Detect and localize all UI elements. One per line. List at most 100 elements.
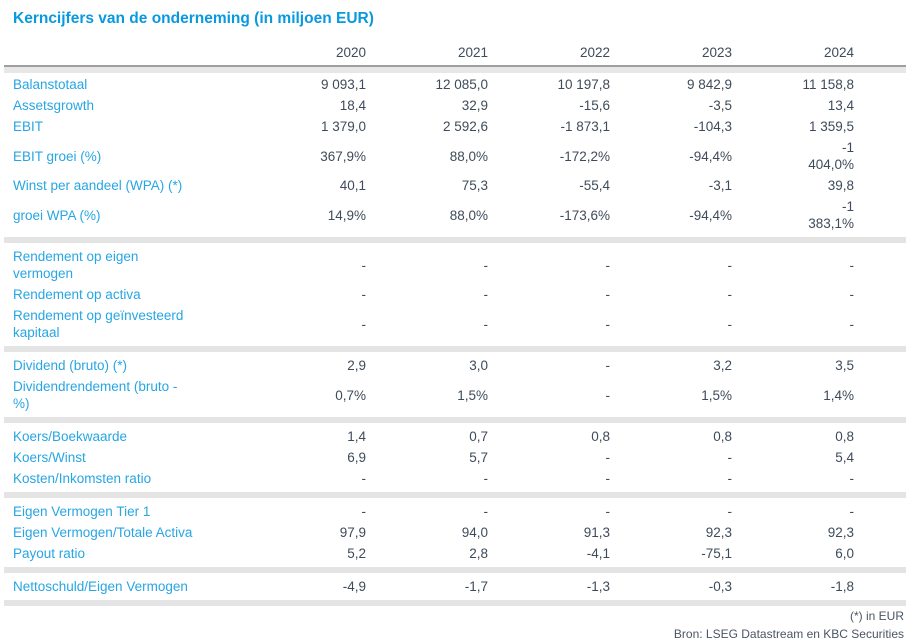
value-cell: - (483, 316, 489, 332)
value-cell: - (849, 316, 855, 332)
value-cell: -1,7 (464, 579, 488, 594)
page-title: Kerncijfers van de onderneming (in miljo… (13, 10, 374, 27)
value-cell: - (605, 287, 611, 302)
value-cell: - (849, 471, 855, 486)
value-cell: -3,5 (708, 98, 732, 113)
value-cell: 88,0% (449, 207, 488, 223)
value-cell: -94,4% (689, 207, 732, 223)
table-row: Balanstotaal 9 093,1 12 085,0 10 197,8 9… (4, 74, 906, 95)
value-cell: 91,3 (583, 525, 610, 540)
row-label: Winst per aandeel (WPA) (*) (13, 178, 183, 193)
value-cell: -3,1 (708, 178, 732, 193)
value-cell: - (605, 387, 611, 403)
value-cell: -1 383,1% (808, 199, 854, 231)
value-cell: - (483, 257, 489, 273)
table-row: Rendement op activa - - - - - (4, 284, 906, 305)
row-label: Koers/Boekwaarde (13, 429, 128, 444)
value-cell: 9 093,1 (320, 77, 366, 92)
value-cell: 18,4 (339, 98, 366, 113)
table-row: Dividend (bruto) (*) 2,9 3,0 - 3,2 3,5 (4, 355, 906, 376)
table-row: Rendement op eigen vermogen - - - - - (4, 246, 906, 284)
value-cell: - (849, 504, 855, 519)
value-cell: 6,0 (835, 546, 854, 561)
year-header: 2024 (823, 45, 854, 60)
value-cell: -75,1 (701, 546, 732, 561)
value-cell: 10 197,8 (557, 77, 610, 92)
section-divider (4, 237, 906, 243)
value-cell: 0,8 (591, 429, 610, 444)
row-label: Rendement op eigen vermogen (13, 249, 139, 281)
row-label: Kosten/Inkomsten ratio (13, 471, 152, 486)
value-cell: 2,8 (469, 546, 488, 561)
row-label: EBIT groei (%) (13, 148, 102, 164)
value-cell: 14,9% (327, 207, 366, 223)
section-divider (4, 346, 906, 352)
value-cell: 1,4% (823, 387, 854, 403)
value-cell: -0,3 (708, 579, 732, 594)
row-label: Rendement op geïnvesteerd kapitaal (13, 308, 184, 340)
table-row: Koers/Winst 6,9 5,7 - - 5,4 (4, 447, 906, 468)
value-cell: 2,9 (347, 358, 366, 373)
value-cell: - (361, 316, 367, 332)
year-header: 2022 (579, 45, 610, 60)
row-label: Payout ratio (13, 546, 86, 561)
row-label: Eigen Vermogen Tier 1 (13, 504, 151, 519)
table-row: Kosten/Inkomsten ratio - - - - - (4, 468, 906, 489)
table-row: Winst per aandeel (WPA) (*) 40,1 75,3 -5… (4, 175, 906, 196)
value-cell: -104,3 (693, 119, 732, 134)
value-cell: 12 085,0 (435, 77, 488, 92)
footnote-unit: (*) in EUR (849, 609, 904, 623)
value-cell: 92,3 (705, 525, 732, 540)
value-cell: 5,2 (347, 546, 366, 561)
value-cell: 6,9 (347, 450, 366, 465)
value-cell: 94,0 (461, 525, 488, 540)
row-label: Rendement op activa (13, 287, 141, 302)
table-row: EBIT groei (%) 367,9% 88,0% -172,2% -94,… (4, 137, 906, 175)
value-cell: - (727, 504, 733, 519)
value-cell: 0,7% (335, 387, 366, 403)
value-cell: -173,6% (559, 207, 610, 223)
value-cell: 88,0% (449, 148, 488, 164)
value-cell: - (727, 471, 733, 486)
year-header: 2023 (701, 45, 732, 60)
key-figures-table: 2020 2021 2022 2023 2024 Balanstotaal 9 … (4, 42, 906, 606)
value-cell: - (727, 257, 733, 273)
table-row: Payout ratio 5,2 2,8 -4,1 -75,1 6,0 (4, 543, 906, 564)
section-divider (4, 600, 906, 606)
value-cell: - (361, 471, 367, 486)
year-header-row: 2020 2021 2022 2023 2024 (4, 42, 906, 63)
value-cell: 9 842,9 (686, 77, 732, 92)
value-cell: - (849, 257, 855, 273)
value-cell: - (483, 287, 489, 302)
value-cell: 1,5% (457, 387, 488, 403)
table-row: EBIT 1 379,0 2 592,6 -1 873,1 -104,3 1 3… (4, 116, 906, 137)
section-divider (4, 567, 906, 573)
table-row: Nettoschuld/Eigen Vermogen -4,9 -1,7 -1,… (4, 576, 906, 597)
value-cell: 1,5% (701, 387, 732, 403)
value-cell: 1 359,5 (808, 119, 854, 134)
table-body: Balanstotaal 9 093,1 12 085,0 10 197,8 9… (4, 74, 906, 606)
value-cell: 75,3 (461, 178, 488, 193)
footnote-source: Bron: LSEG Datastream en KBC Securities (673, 627, 904, 641)
value-cell: 32,9 (461, 98, 488, 113)
value-cell: 3,0 (469, 358, 488, 373)
section-divider (4, 492, 906, 498)
row-label: Dividend (bruto) (*) (13, 358, 128, 373)
value-cell: - (605, 358, 611, 373)
value-cell: 39,8 (827, 178, 854, 193)
header-rule (4, 65, 906, 73)
row-label: groei WPA (%) (13, 207, 101, 223)
value-cell: 3,5 (835, 358, 854, 373)
table-row: Eigen Vermogen Tier 1 - - - - - (4, 501, 906, 522)
table-row: Assetsgrowth 18,4 32,9 -15,6 -3,5 13,4 (4, 95, 906, 116)
value-cell: - (727, 287, 733, 302)
table-row: Dividendrendement (bruto - %) 0,7% 1,5% … (4, 376, 906, 414)
value-cell: -94,4% (689, 148, 732, 164)
value-cell: - (849, 287, 855, 302)
value-cell: - (483, 504, 489, 519)
value-cell: -1 873,1 (560, 119, 610, 134)
value-cell: 5,7 (469, 450, 488, 465)
table-row: Koers/Boekwaarde 1,4 0,7 0,8 0,8 0,8 (4, 426, 906, 447)
value-cell: -55,4 (579, 178, 610, 193)
row-label: Koers/Winst (13, 450, 86, 465)
